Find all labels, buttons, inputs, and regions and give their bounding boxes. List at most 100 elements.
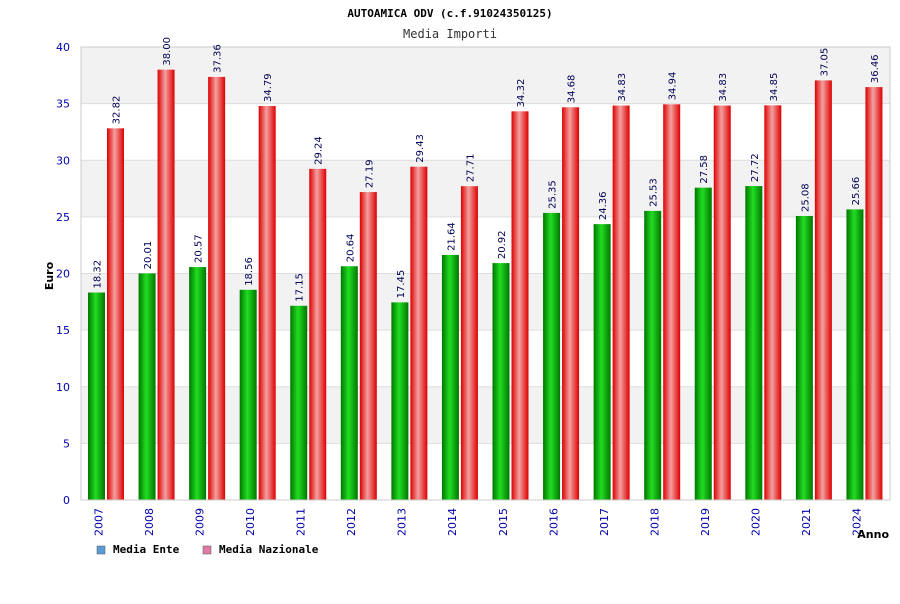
x-tick-label: 2010 — [244, 508, 257, 536]
x-tick-label: 2013 — [396, 508, 409, 536]
value-label-media-nazionale-2017: 34.83 — [617, 73, 628, 102]
y-tick-label: 40 — [56, 41, 70, 54]
legend-swatch-media-ente — [96, 545, 106, 555]
x-tick-label: 2008 — [143, 508, 156, 536]
value-label-media-ente-2010: 18.56 — [244, 257, 255, 286]
value-label-media-nazionale-2019: 34.83 — [718, 73, 729, 102]
bar-media-nazionale-2008[interactable] — [157, 69, 175, 501]
value-label-media-nazionale-2009: 37.36 — [213, 44, 224, 73]
legend: Media Ente Media Nazionale — [96, 543, 319, 556]
value-label-media-ente-2019: 27.58 — [699, 155, 710, 184]
value-label-media-ente-2020: 27.72 — [750, 153, 761, 182]
bar-media-ente-2018[interactable] — [644, 210, 662, 501]
chart-subtitle: Media Importi — [403, 27, 497, 41]
legend-item-media-nazionale[interactable]: Media Nazionale — [202, 543, 319, 556]
y-tick-label: 10 — [56, 381, 70, 394]
bar-media-nazionale-2020[interactable] — [764, 105, 782, 500]
bar-media-ente-2011[interactable] — [290, 305, 308, 500]
bar-media-nazionale-2017[interactable] — [612, 105, 630, 501]
x-tick-label: 2009 — [193, 508, 206, 536]
bar-media-nazionale-2016[interactable] — [562, 107, 580, 501]
bar-media-ente-2010[interactable] — [239, 289, 257, 500]
bar-media-ente-2015[interactable] — [492, 263, 510, 500]
x-tick-label: 2014 — [446, 508, 459, 536]
value-label-media-nazionale-2021: 37.05 — [819, 48, 830, 77]
bar-media-ente-2013[interactable] — [391, 302, 409, 500]
bar-media-nazionale-2011[interactable] — [309, 168, 327, 500]
x-tick-label: 2011 — [295, 508, 308, 536]
x-axis-label: Anno — [857, 528, 889, 541]
value-label-media-ente-2021: 25.08 — [800, 183, 811, 212]
value-label-media-nazionale-2015: 34.32 — [516, 79, 527, 108]
bar-media-nazionale-2015[interactable] — [511, 111, 529, 501]
y-axis-label: Euro — [43, 261, 56, 290]
y-tick-label: 35 — [56, 98, 70, 111]
bar-media-ente-2019[interactable] — [694, 187, 712, 500]
legend-label-media-nazionale: Media Nazionale — [219, 543, 319, 556]
bar-media-ente-2020[interactable] — [745, 186, 763, 501]
value-label-media-ente-2013: 17.45 — [396, 270, 407, 299]
bar-media-ente-2017[interactable] — [593, 224, 611, 501]
legend-label-media-ente: Media Ente — [113, 543, 180, 556]
value-label-media-ente-2012: 20.64 — [345, 234, 356, 263]
bar-media-nazionale-2019[interactable] — [713, 105, 731, 501]
bar-media-nazionale-2012[interactable] — [359, 192, 377, 501]
value-label-media-ente-2009: 20.57 — [194, 234, 205, 263]
y-tick-label: 30 — [56, 154, 70, 167]
y-tick-label: 5 — [63, 437, 70, 450]
bar-media-nazionale-2013[interactable] — [410, 166, 428, 500]
y-tick-label: 25 — [56, 211, 70, 224]
x-tick-label: 2024 — [851, 508, 864, 536]
x-tick-label: 2019 — [699, 508, 712, 536]
bar-media-nazionale-2021[interactable] — [814, 80, 832, 500]
value-label-media-ente-2007: 18.32 — [93, 260, 104, 289]
bar-media-nazionale-2007[interactable] — [107, 128, 124, 500]
plot-frame — [80, 46, 891, 501]
value-label-media-nazionale-2018: 34.94 — [668, 72, 679, 101]
x-tick-label: 2018 — [648, 508, 661, 536]
x-tick-label: 2021 — [800, 508, 813, 536]
value-label-media-nazionale-2012: 27.19 — [364, 159, 375, 188]
value-label-media-nazionale-2014: 27.71 — [465, 154, 476, 183]
value-label-media-nazionale-2008: 38.00 — [162, 37, 173, 66]
x-tick-label: 2020 — [750, 508, 763, 536]
value-label-media-nazionale-2024: 36.46 — [870, 54, 881, 83]
bar-media-nazionale-2014[interactable] — [460, 186, 478, 500]
bar-media-ente-2024[interactable] — [846, 209, 864, 500]
chart-title: AUTOAMICA ODV (c.f.91024350125) — [347, 7, 552, 20]
value-label-media-nazionale-2020: 34.85 — [769, 73, 780, 102]
bar-media-nazionale-2009[interactable] — [208, 76, 226, 500]
value-label-media-nazionale-2016: 34.68 — [567, 75, 578, 104]
bar-media-nazionale-2018[interactable] — [663, 104, 681, 500]
y-tick-label: 20 — [56, 268, 70, 281]
value-label-media-ente-2018: 25.53 — [649, 178, 660, 207]
x-tick-label: 2015 — [497, 508, 510, 536]
value-label-media-ente-2016: 25.35 — [548, 180, 559, 209]
bar-media-ente-2009[interactable] — [189, 267, 207, 500]
value-label-media-nazionale-2007: 32.82 — [112, 96, 123, 125]
bar-media-ente-2007[interactable] — [88, 292, 105, 500]
bar-media-nazionale-2024[interactable] — [865, 87, 883, 500]
bar-media-ente-2008[interactable] — [138, 273, 156, 500]
legend-swatch-media-nazionale — [202, 545, 212, 555]
x-tick-label: 2007 — [92, 508, 105, 536]
bar-media-ente-2014[interactable] — [441, 254, 459, 500]
bar-media-nazionale-2010[interactable] — [258, 106, 276, 501]
value-label-media-ente-2008: 20.01 — [143, 241, 154, 270]
bar-media-ente-2016[interactable] — [543, 212, 561, 500]
y-tick-label: 0 — [63, 494, 70, 507]
x-tick-label: 2012 — [345, 508, 358, 536]
value-label-media-nazionale-2010: 34.79 — [263, 73, 274, 102]
legend-item-media-ente[interactable]: Media Ente — [96, 543, 180, 556]
value-label-media-nazionale-2013: 29.43 — [415, 134, 426, 163]
x-tick-label: 2017 — [598, 508, 611, 536]
value-label-media-nazionale-2011: 29.24 — [314, 136, 325, 165]
bar-media-ente-2021[interactable] — [795, 215, 813, 500]
value-label-media-ente-2015: 20.92 — [497, 230, 508, 259]
value-label-media-ente-2014: 21.64 — [446, 222, 457, 251]
value-label-media-ente-2011: 17.15 — [295, 273, 306, 302]
bar-media-ente-2012[interactable] — [340, 266, 358, 500]
x-tick-label: 2016 — [547, 508, 560, 536]
